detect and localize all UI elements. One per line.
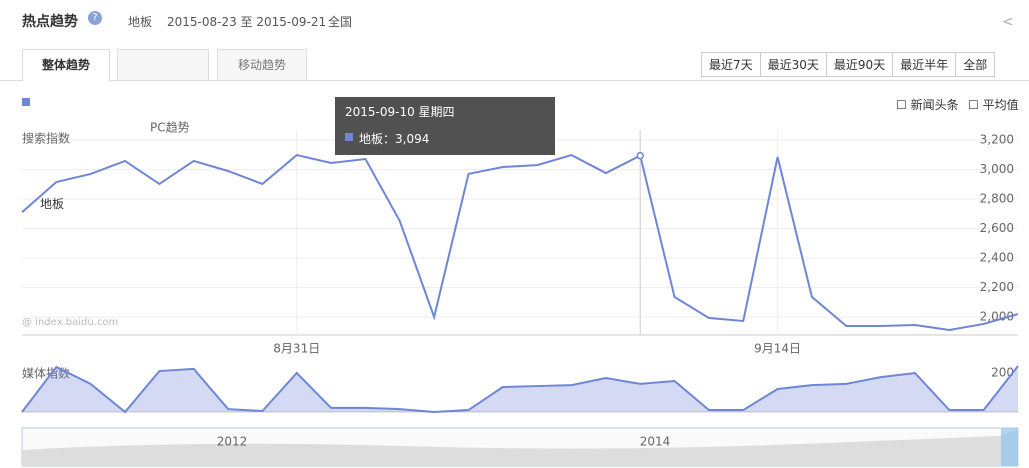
timeline-label: 2012 xyxy=(217,435,248,449)
tab[interactable] xyxy=(117,49,209,81)
range-buttons: 最近7天 最近30天 最近90天 最近半年 全部 xyxy=(701,52,996,77)
y-tick-label: 2,600 xyxy=(980,221,1014,235)
y-tick-label: 2,200 xyxy=(980,280,1014,294)
line xyxy=(21,153,1019,331)
range-button[interactable]: 最近半年 xyxy=(892,52,957,77)
y-tick-label: 2,800 xyxy=(980,192,1014,206)
y-tick-label: 2,000 xyxy=(980,310,1014,324)
keyword: 地板 xyxy=(128,15,153,29)
tooltip: 2015-09-10 星期四 地板：3,094 xyxy=(335,97,555,155)
tooltip-title: 2015-09-10 星期四 xyxy=(345,105,455,119)
y-tick-label: 3,200 xyxy=(980,133,1014,147)
share-icon[interactable]: < xyxy=(1002,14,1014,30)
tab[interactable]: 整体趋势 xyxy=(22,49,110,82)
timeline-frame xyxy=(21,427,1019,467)
option[interactable]: ☐ 新闻头条 xyxy=(896,98,959,112)
date-range: 2015-08-23 至 2015-09-21 xyxy=(167,15,327,29)
watermark: @ index.baidu.com xyxy=(22,317,118,328)
y-tick-label: 200 xyxy=(991,365,1014,379)
tab-label: 移动趋势 xyxy=(237,58,286,72)
timeline-selection xyxy=(1001,428,1018,466)
option-label: 平均值 xyxy=(982,98,1019,112)
divider xyxy=(0,80,1029,81)
area xyxy=(22,365,1018,412)
y-tick-label: 3,000 xyxy=(980,162,1014,176)
range-button[interactable]: 最近7天 xyxy=(701,52,761,77)
tooltip-label: 地板：3,094 xyxy=(359,132,430,146)
tab-label: 整体趋势 xyxy=(41,58,90,72)
timeline-label: 2014 xyxy=(640,435,671,449)
x-tick-label: 8月31日 xyxy=(273,342,320,356)
help-icon[interactable]: ? xyxy=(88,11,102,25)
range-button[interactable]: 最近30天 xyxy=(759,52,827,77)
legend-swatch xyxy=(22,98,30,106)
option-label: 新闻头条 xyxy=(910,98,959,112)
tooltip-swatch xyxy=(345,133,353,141)
chart-title: 搜索指数 xyxy=(22,131,70,146)
option[interactable]: ☐ 平均值 xyxy=(968,98,1019,112)
region: 全国 xyxy=(328,15,353,29)
range-button[interactable]: 最近90天 xyxy=(825,52,894,77)
range-button[interactable]: 全部 xyxy=(955,52,996,77)
tab[interactable]: 移动趋势 xyxy=(217,49,307,81)
line xyxy=(21,365,1019,414)
chart-title: 媒体指数 xyxy=(22,366,70,381)
series-label: 地板 xyxy=(40,197,64,211)
timeline-area xyxy=(22,430,1018,466)
chart-subtitle: PC趋势 xyxy=(150,121,190,135)
x-tick-label: 9月14日 xyxy=(754,342,801,356)
title: 热点趋势 xyxy=(22,14,78,30)
hover-point xyxy=(636,151,644,160)
y-tick-label: 2,400 xyxy=(980,251,1014,265)
